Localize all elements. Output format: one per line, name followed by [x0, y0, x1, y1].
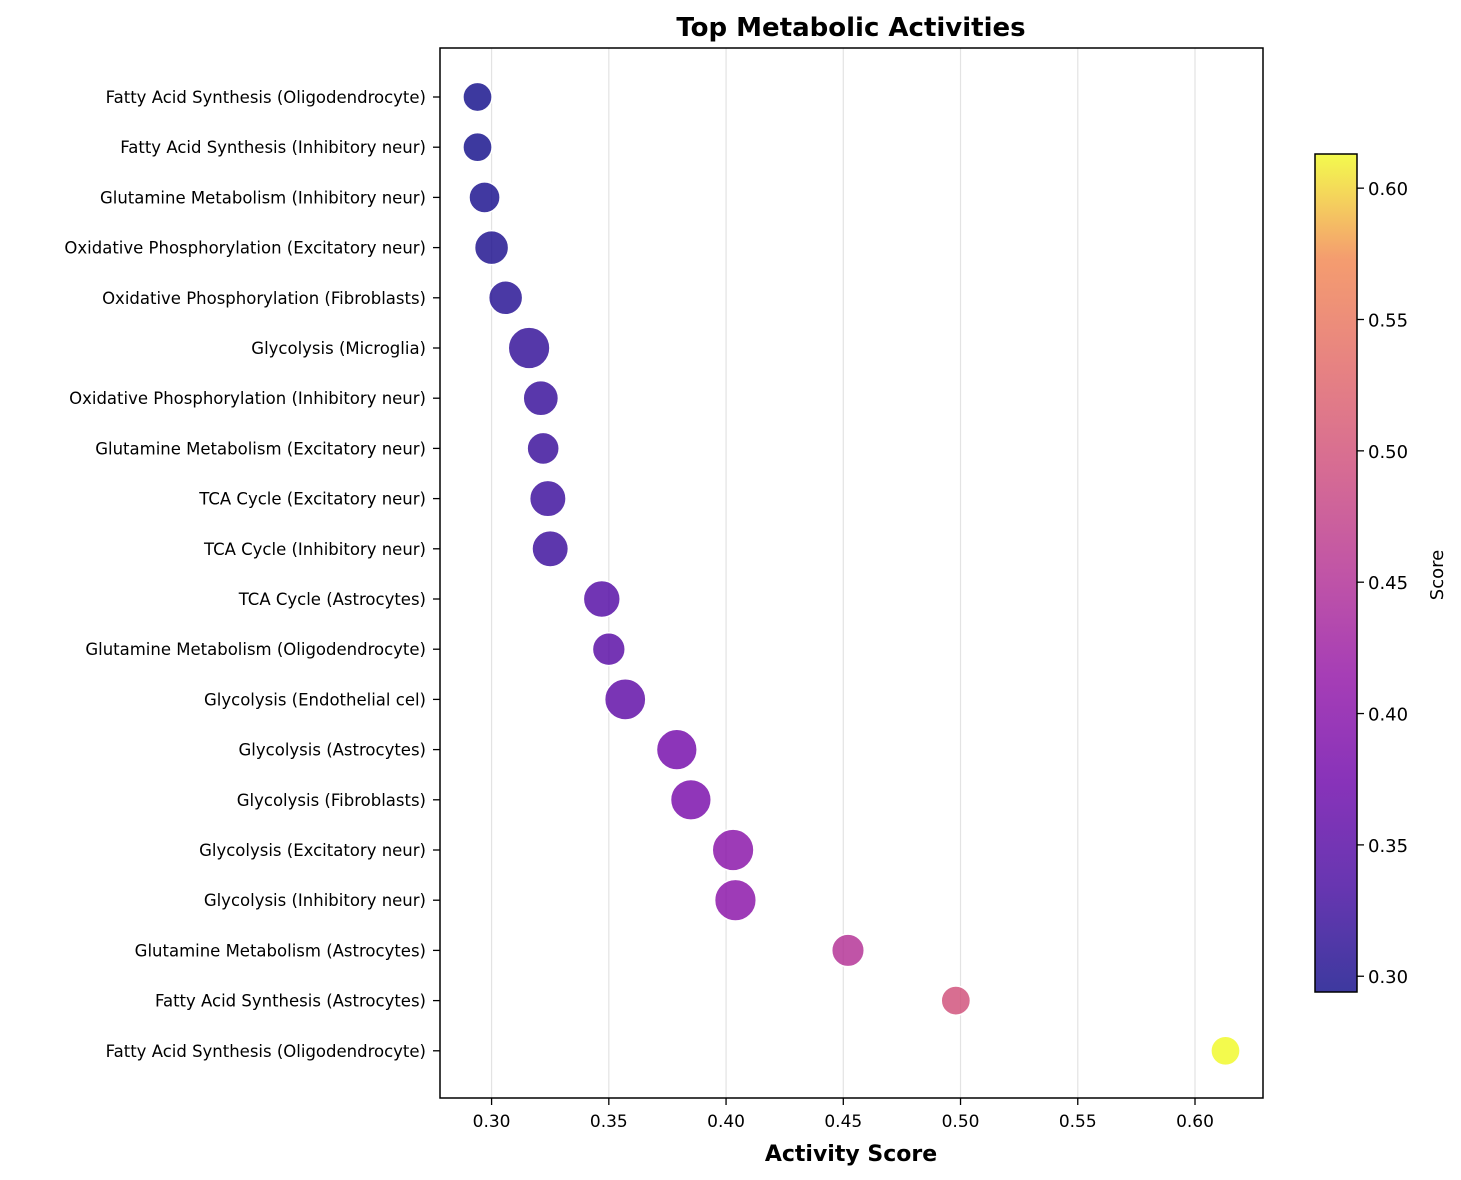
data-point	[487, 280, 524, 316]
colorbar-tick-label: 0.30	[1368, 967, 1408, 988]
y-axis-ticks: Fatty Acid Synthesis (Oligodendrocyte) Fa…	[64, 88, 440, 1061]
x-tick-label: 0.35	[590, 1112, 628, 1132]
data-point	[473, 229, 510, 266]
y-tick-label: Glycolysis (Endothelial cel)	[204, 690, 426, 709]
y-tick-label: Oxidative Phosphorylation (Excitatory ne…	[64, 239, 426, 258]
y-tick-label: Glycolysis (Astrocytes)	[239, 741, 426, 760]
data-point	[582, 579, 621, 619]
data-point	[603, 678, 647, 721]
data-point	[462, 81, 493, 113]
y-tick-label: Glycolysis (Microglia)	[251, 339, 426, 358]
grid-lines	[490, 48, 1196, 1098]
y-tick-label: Glutamine Metabolism (Astrocytes)	[135, 941, 426, 960]
y-tick-label: Fatty Acid Synthesis (Inhibitory neur)	[120, 138, 426, 157]
data-point	[1210, 1035, 1241, 1067]
data-point	[655, 728, 698, 771]
x-tick-label: 0.30	[473, 1112, 511, 1132]
data-point	[669, 778, 712, 821]
y-tick-label: TCA Cycle (Astrocytes)	[238, 590, 426, 609]
chart-title: Top Metabolic Activities	[676, 13, 1025, 43]
data-point	[522, 379, 560, 417]
colorbar-tick-label: 0.35	[1368, 836, 1408, 857]
y-tick-label: Glutamine Metabolism (Oligodendrocyte)	[85, 640, 426, 659]
data-point	[713, 878, 758, 922]
data-points	[462, 81, 1241, 1067]
x-tick-label: 0.45	[824, 1112, 862, 1132]
y-tick-label: Glutamine Metabolism (Excitatory neur)	[95, 439, 426, 458]
y-tick-label: Glycolysis (Excitatory neur)	[199, 841, 426, 860]
colorbar-tick-label: 0.55	[1368, 310, 1408, 331]
x-axis-label: Activity Score	[765, 1142, 937, 1167]
data-point	[591, 632, 626, 667]
y-tick-label: Fatty Acid Synthesis (Oligodendrocyte)	[106, 88, 426, 107]
x-tick-label: 0.50	[942, 1112, 980, 1132]
y-tick-label: Fatty Acid Synthesis (Oligodendrocyte)	[106, 1042, 426, 1061]
data-point	[830, 933, 866, 968]
y-tick-label: Glycolysis (Fibroblasts)	[237, 791, 426, 810]
data-point	[526, 431, 560, 466]
x-tick-label: 0.55	[1059, 1112, 1097, 1132]
x-axis-ticks: 0.30 0.35 0.40 0.45 0.50 0.55 0.60	[473, 1098, 1214, 1132]
data-point	[940, 985, 972, 1016]
data-point	[462, 131, 493, 163]
colorbar-tick-label: 0.40	[1368, 705, 1408, 726]
data-point	[531, 529, 570, 568]
plot-frame	[439, 47, 1264, 1099]
data-point	[468, 181, 501, 214]
y-tick-label: Glutamine Metabolism (Inhibitory neur)	[100, 188, 426, 207]
y-tick-label: Fatty Acid Synthesis (Astrocytes)	[155, 992, 426, 1011]
colorbar	[1314, 153, 1358, 993]
y-tick-label: TCA Cycle (Excitatory neur)	[198, 490, 426, 509]
data-point	[507, 326, 551, 370]
y-tick-label: Oxidative Phosphorylation (Inhibitory ne…	[69, 389, 426, 408]
colorbar-tick-label: 0.60	[1368, 179, 1408, 200]
data-point	[711, 828, 755, 872]
colorbar-tick-label: 0.45	[1368, 573, 1408, 594]
y-tick-label: TCA Cycle (Inhibitory neur)	[203, 540, 426, 559]
colorbar-ticks: 0.30 0.35 0.40 0.45 0.50 0.55 0.60	[1357, 179, 1408, 988]
y-tick-label: Glycolysis (Inhibitory neur)	[204, 891, 426, 910]
colorbar-tick-label: 0.50	[1368, 442, 1408, 463]
data-point	[528, 479, 567, 518]
x-tick-label: 0.60	[1176, 1112, 1214, 1132]
colorbar-label: Score	[1427, 550, 1448, 600]
y-tick-label: Oxidative Phosphorylation (Fibroblasts)	[102, 289, 426, 308]
x-tick-label: 0.40	[707, 1112, 745, 1132]
